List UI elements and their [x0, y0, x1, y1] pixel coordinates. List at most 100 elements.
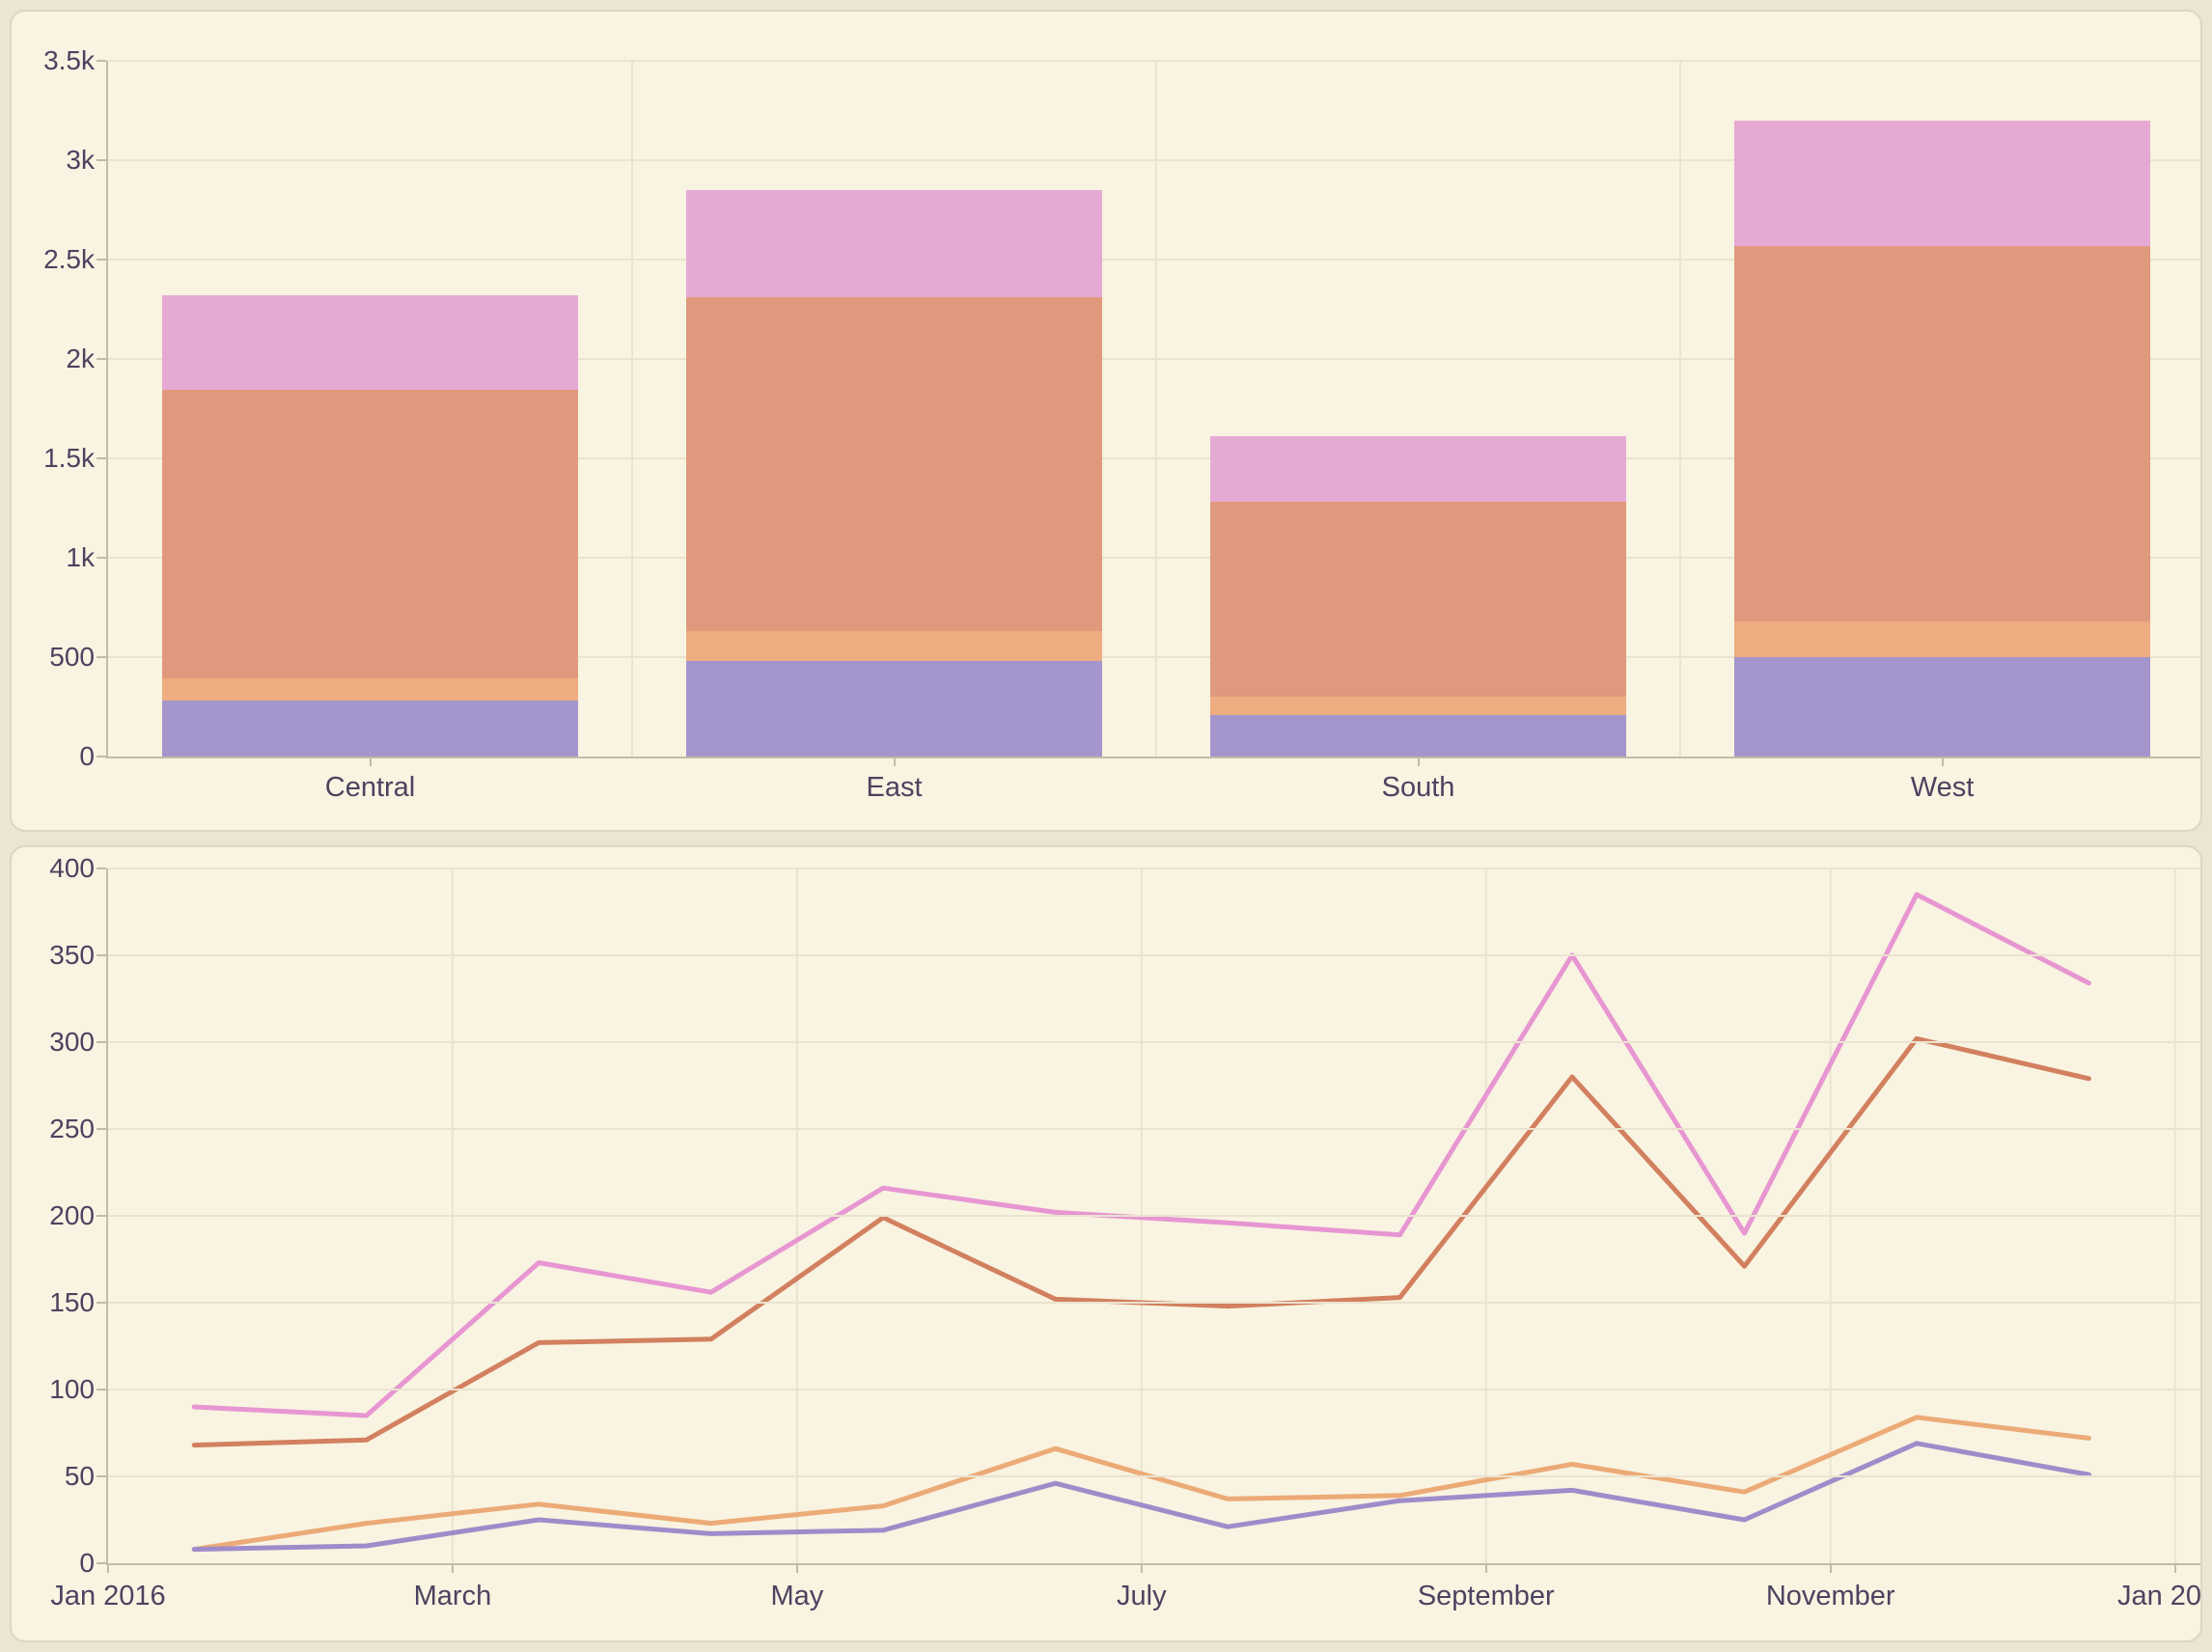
bar-chart-gridline	[108, 158, 2200, 161]
line-chart-y-tick	[97, 1215, 106, 1217]
bar-chart-y-tick-label: 0	[79, 741, 95, 771]
bar-chart-y-tick	[97, 557, 106, 559]
line-chart-y-tick	[97, 1302, 106, 1304]
line-chart-gridline	[108, 1041, 2200, 1043]
bar-chart-x-tick	[369, 757, 372, 766]
line-chart-gridline	[108, 1475, 2200, 1477]
bar-south[interactable]	[1210, 61, 1626, 757]
line-chart-x-tick	[795, 1563, 798, 1573]
bar-south-pink-segment[interactable]	[1210, 436, 1626, 503]
bar-chart-gridline	[108, 258, 2200, 261]
bar-chart-x-label-west: West	[1910, 772, 1975, 803]
bar-central-dark-orange-segment[interactable]	[162, 389, 578, 678]
bar-central-pink-segment[interactable]	[162, 295, 578, 390]
line-chart-gridline	[108, 1128, 2200, 1130]
bar-chart-gridline	[108, 456, 2200, 459]
bar-east-dark-orange-segment[interactable]	[686, 297, 1102, 632]
bar-chart-x-label-central: Central	[324, 772, 416, 803]
bar-chart-y-tick-label: 500	[49, 642, 95, 672]
bar-east[interactable]	[686, 61, 1102, 757]
line-chart-x-label-3: July	[1117, 1581, 1167, 1611]
line-chart-x-tick	[1140, 1563, 1143, 1573]
bar-chart-gridline	[108, 358, 2200, 360]
bar-central[interactable]	[162, 61, 578, 757]
bar-chart-gridline	[108, 656, 2200, 658]
light-orange-line[interactable]	[191, 1415, 2091, 1553]
bar-chart-y-tick-label: 2.5k	[43, 244, 95, 274]
bar-south-light-orange-segment[interactable]	[1210, 697, 1626, 715]
bar-chart-y-tick	[97, 60, 106, 62]
line-chart-y-tick-label: 150	[49, 1287, 95, 1317]
bar-east-purple-segment[interactable]	[686, 661, 1102, 757]
line-chart-y-tick	[97, 954, 106, 956]
line-chart-gridline	[108, 1389, 2200, 1390]
bar-chart-gridline	[108, 557, 2200, 559]
line-chart-y-tick-label: 50	[64, 1461, 95, 1491]
bar-chart-y-axis-line	[106, 61, 108, 758]
bar-west-pink-segment[interactable]	[1734, 120, 2150, 246]
bar-chart-x-label-east: East	[866, 772, 923, 803]
bar-chart-x-axis-line	[108, 757, 2200, 758]
bar-west[interactable]	[1734, 61, 2150, 757]
stacked-bar-chart-card: 3.5k 3k 2.5k 2k 1.5k 1k 500 0 Central East South W…	[10, 10, 2202, 832]
bar-chart-y-tick	[97, 456, 106, 459]
line-chart-y-tick-label: 250	[49, 1114, 95, 1143]
line-chart-gridline	[108, 1302, 2200, 1304]
line-chart-x-label-0: Jan 2016	[50, 1581, 166, 1611]
bar-chart-x-label-south: South	[1381, 772, 1455, 803]
bar-west-purple-segment[interactable]	[1734, 657, 2150, 757]
bar-central-light-orange-segment[interactable]	[162, 677, 578, 702]
pink-line[interactable]	[191, 892, 2091, 1418]
line-chart-gridline	[108, 954, 2200, 956]
bar-chart-vertical-gridline	[631, 61, 633, 757]
line-chart-y-tick	[97, 1562, 106, 1564]
line-chart-x-axis-line	[108, 1563, 2200, 1565]
purple-line[interactable]	[191, 1441, 2091, 1553]
line-chart-x-tick	[1484, 1563, 1487, 1573]
line-chart-y-axis-line	[106, 868, 108, 1565]
bar-chart-y-tick	[97, 656, 106, 658]
bar-chart-y-tick	[97, 358, 106, 360]
bar-chart-y-tick	[97, 756, 106, 757]
bar-east-pink-segment[interactable]	[686, 189, 1102, 298]
bar-chart-y-tick-label: 1k	[66, 542, 95, 572]
bar-chart-y-tick-label: 1.5k	[43, 443, 95, 473]
line-chart-y-tick	[97, 1475, 106, 1477]
line-chart-y-axis-labels: 400 350 300 250 200 150 100 50 0	[12, 855, 95, 1577]
line-chart-x-label-6: Jan 2017	[2116, 1581, 2202, 1611]
line-chart-x-tick	[2173, 1563, 2176, 1573]
bar-west-dark-orange-segment[interactable]	[1734, 245, 2150, 621]
line-chart-y-tick	[97, 867, 106, 869]
bar-south-purple-segment[interactable]	[1210, 714, 1626, 757]
bar-chart-y-tick-label: 3.5k	[43, 45, 95, 75]
bar-west-light-orange-segment[interactable]	[1734, 620, 2150, 657]
bar-chart-y-axis-labels: 3.5k 3k 2.5k 2k 1.5k 1k 500 0	[12, 47, 95, 770]
bar-chart-plot-area[interactable]	[97, 60, 2200, 758]
line-chart-y-tick-label: 100	[49, 1374, 95, 1404]
line-chart-y-tick-label: 350	[49, 940, 95, 970]
bar-chart-vertical-gridline	[1155, 61, 1157, 757]
line-chart-x-tick	[451, 1563, 454, 1573]
bar-chart-x-tick	[893, 757, 896, 766]
line-chart-y-tick	[97, 1128, 106, 1130]
bar-east-light-orange-segment[interactable]	[686, 631, 1102, 662]
line-chart-plot-area[interactable]	[97, 867, 2200, 1565]
bar-chart-y-tick-label: 3k	[66, 145, 95, 175]
bar-central-purple-segment[interactable]	[162, 701, 578, 757]
bar-chart-y-tick	[97, 258, 106, 261]
line-chart-y-tick	[97, 1041, 106, 1043]
line-chart-x-tick	[107, 1563, 109, 1573]
bar-chart-y-tick-label: 2k	[66, 344, 95, 373]
bar-chart-x-tick	[1417, 757, 1420, 766]
line-chart-x-label-1: March	[413, 1581, 492, 1611]
line-chart-y-tick-label: 400	[49, 853, 95, 883]
line-chart-x-label-5: November	[1765, 1581, 1895, 1611]
bar-chart-vertical-gridline	[1679, 61, 1681, 757]
line-chart-gridline	[108, 1215, 2200, 1217]
bar-chart-x-tick	[1941, 757, 1944, 766]
bar-south-dark-orange-segment[interactable]	[1210, 502, 1626, 698]
line-chart-y-tick-label: 300	[49, 1027, 95, 1057]
line-chart-x-tick	[1829, 1563, 1832, 1573]
bar-chart-gridline	[108, 60, 2200, 62]
line-chart-gridline	[108, 867, 2200, 869]
